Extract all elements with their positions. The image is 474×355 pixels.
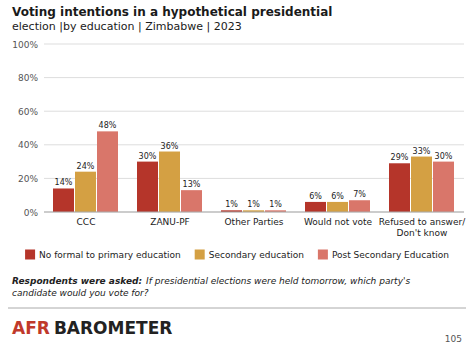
data-labels: 14% 30% 1% 6% 29% 24% 36% 1% 6% 33% 48% 13% 1% 7% 30% [55, 121, 453, 209]
bar [305, 202, 326, 212]
y-tick-label: 100% [12, 40, 38, 50]
data-label: 36% [161, 142, 179, 151]
y-tick-label: 20% [18, 174, 38, 184]
logo: AFRBAROMETER [12, 318, 172, 338]
x-tick-label: ZANU-PF [150, 217, 190, 227]
bar [75, 172, 96, 212]
y-tick-label: 40% [18, 140, 38, 150]
y-tick-label: 60% [18, 107, 38, 117]
x-tick-label: Refused to answer/Don't know [379, 217, 466, 238]
data-label: 6% [331, 192, 344, 201]
text-line: If presidential elections were held tomo… [146, 276, 410, 286]
x-axis-line [44, 212, 464, 213]
subtitle: election |by education | Zimbabwe | 2023 [12, 20, 242, 33]
text-line: Would not vote [304, 217, 373, 227]
grid [44, 44, 464, 212]
legend: No formal to primary education Secondary … [25, 250, 449, 261]
legend-swatch [195, 250, 205, 260]
data-label: 1% [225, 200, 238, 209]
grid-line [44, 44, 464, 45]
legend-label: Post Secondary Education [332, 250, 449, 260]
data-label: 1% [269, 200, 282, 209]
x-tick-label: Would not vote [304, 217, 373, 227]
grid-line [44, 212, 464, 213]
data-label: 14% [55, 178, 73, 187]
bar [53, 188, 74, 212]
bar [137, 162, 158, 212]
text-line: ZANU-PF [150, 217, 190, 227]
bar [349, 200, 370, 212]
bars [53, 131, 454, 212]
legend-item: Post Secondary Education [318, 250, 449, 261]
legend-item: Secondary education [195, 250, 304, 261]
text-line: Don't know [397, 228, 448, 238]
text-line: candidate would you vote for? [12, 288, 149, 298]
bar [97, 131, 118, 212]
data-label: 29% [391, 153, 409, 162]
legend-swatch [318, 250, 328, 260]
footnote: If presidential elections were held tomo… [12, 276, 410, 298]
data-label: 33% [413, 147, 431, 156]
y-tick-label: 80% [18, 73, 38, 83]
bar [389, 163, 410, 212]
title: Voting intentions in a hypothetical pres… [12, 5, 332, 19]
separator [8, 308, 466, 309]
text-line: Other Parties [225, 217, 284, 227]
data-label: 6% [309, 192, 322, 201]
text-line: CCC [77, 217, 96, 227]
y-tick-label: 0% [24, 208, 39, 218]
data-label: 24% [77, 162, 95, 171]
bar [181, 190, 202, 212]
text-line: Refused to answer/ [379, 217, 466, 227]
x-tick-label: Other Parties [225, 217, 284, 227]
grid-line [44, 77, 464, 78]
chart: Voting intentions in a hypothetical pres… [0, 0, 474, 355]
legend-item: No formal to primary education [25, 250, 181, 261]
footnote-lead: Respondents were asked: [12, 276, 142, 286]
data-label: 13% [183, 180, 201, 189]
legend-swatch [25, 250, 35, 260]
bar [411, 157, 432, 212]
bar [327, 202, 348, 212]
bar [159, 152, 180, 212]
data-label: 30% [435, 152, 453, 161]
bar [433, 162, 454, 212]
data-label: 30% [139, 152, 157, 161]
logo-part: AFR [12, 318, 50, 338]
page-number: 105 [445, 334, 462, 344]
data-label: 7% [353, 190, 366, 199]
data-label: 48% [99, 121, 117, 130]
legend-label: No formal to primary education [39, 250, 181, 260]
grid-line [44, 111, 464, 112]
legend-label: Secondary education [209, 250, 304, 260]
x-tick-label: CCC [77, 217, 96, 227]
logo-part: BAROMETER [54, 318, 173, 338]
data-label: 1% [247, 200, 260, 209]
